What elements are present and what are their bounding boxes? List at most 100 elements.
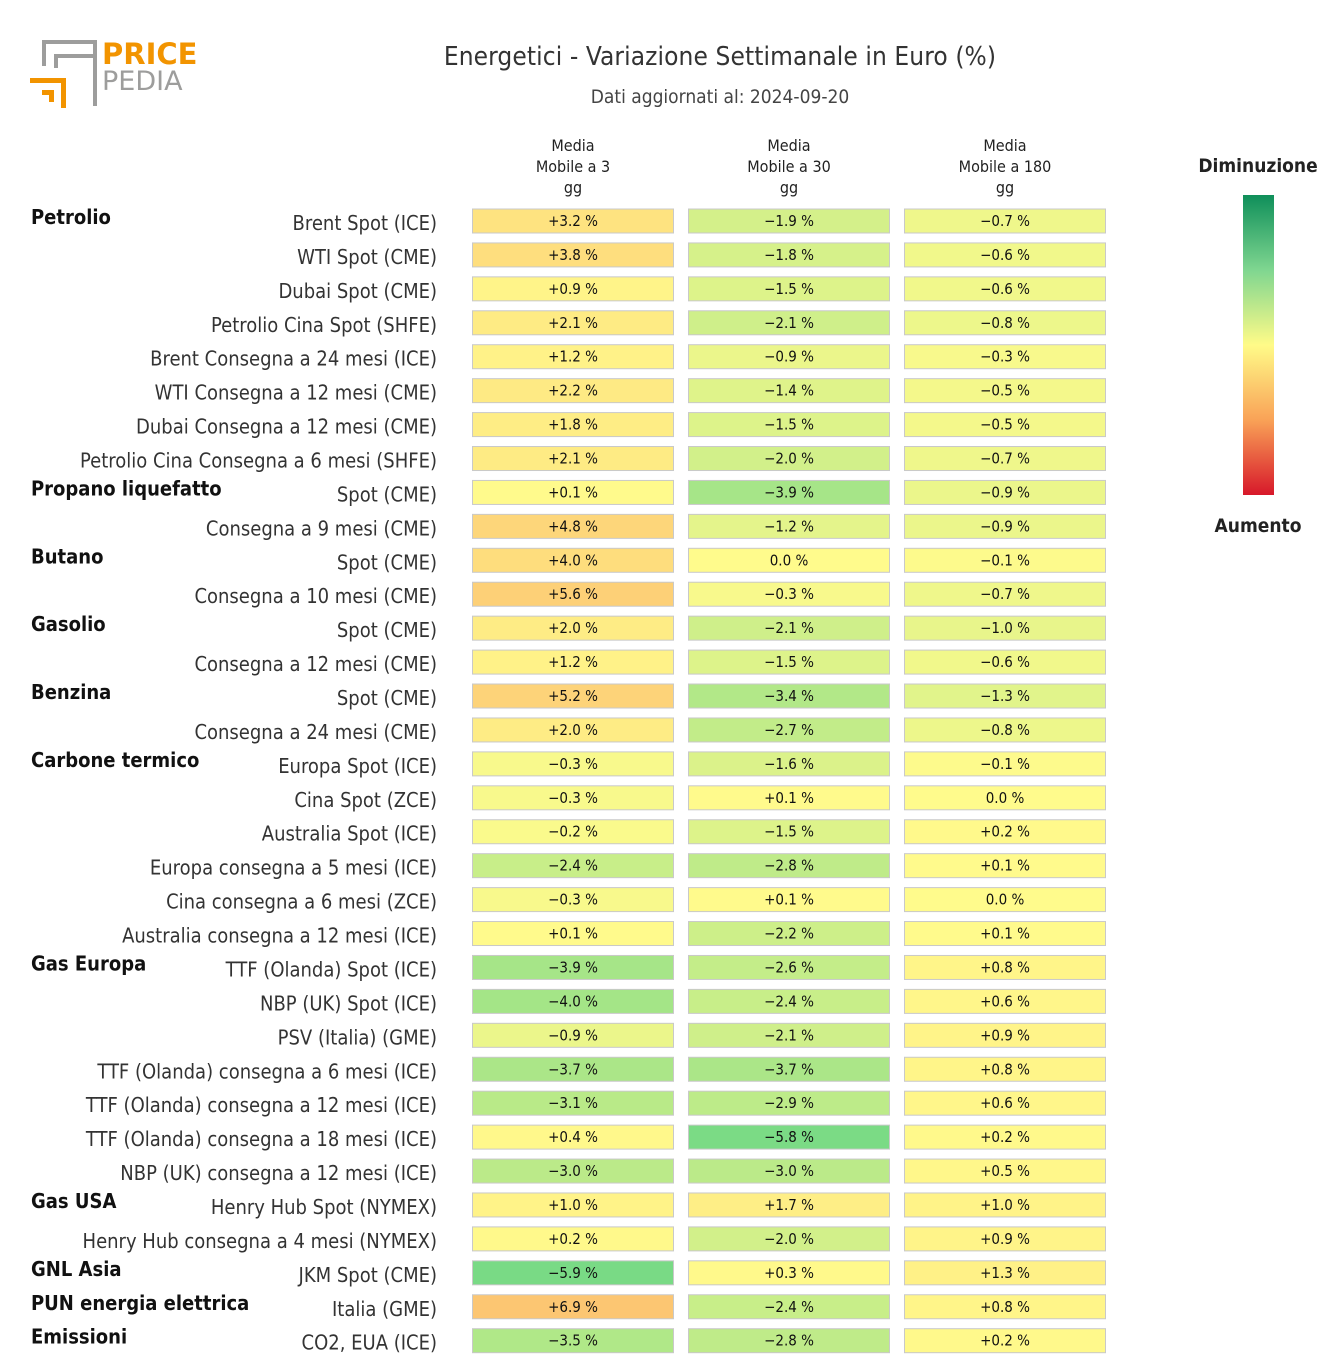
row-label: Australia Spot (ICE) xyxy=(262,822,437,846)
cell-value: −2.4 % xyxy=(764,992,814,1010)
heat-cell xyxy=(904,547,1106,573)
cell-value: −1.3 % xyxy=(980,687,1030,705)
heat-cell xyxy=(688,1022,890,1048)
column-header-3-line-1: Media xyxy=(983,136,1026,155)
heat-cell xyxy=(904,615,1106,641)
cell-value: +0.9 % xyxy=(980,1230,1030,1248)
heat-cell xyxy=(904,683,1106,709)
heat-cell xyxy=(904,1328,1106,1354)
heat-cell xyxy=(904,479,1106,505)
column-headers: Media Mobile a 3 gg Media Mobile a 30 gg Media… xyxy=(536,136,1052,197)
cell-value: +2.1 % xyxy=(548,314,598,332)
heat-cell xyxy=(904,954,1106,980)
cell-value: −0.9 % xyxy=(548,1026,598,1044)
row-label: Dubai Spot (CME) xyxy=(278,279,437,303)
heat-cell xyxy=(688,853,890,879)
heat-cell xyxy=(904,276,1106,302)
cell-value: −3.9 % xyxy=(548,958,598,976)
chart-subtitle: Dati aggiornati al: 2024-09-20 xyxy=(590,86,850,108)
heat-cell xyxy=(688,1124,890,1150)
heat-cell xyxy=(472,1260,674,1286)
cell-value: −0.9 % xyxy=(980,483,1030,501)
heat-cell xyxy=(472,988,674,1014)
heat-cell xyxy=(472,1090,674,1116)
row-label: Brent Spot (ICE) xyxy=(293,211,437,235)
cell-value: +1.7 % xyxy=(764,1196,814,1214)
cell-value: −0.3 % xyxy=(548,789,598,807)
logo-text-price: PRICE xyxy=(102,37,197,71)
column-header-2-line-1: Media xyxy=(767,136,810,155)
heat-cell xyxy=(904,887,1106,913)
heat-cell xyxy=(904,1022,1106,1048)
category-label: Petrolio xyxy=(31,205,111,229)
row-label: Europa Spot (ICE) xyxy=(278,754,437,778)
cell-value: +0.6 % xyxy=(980,992,1030,1010)
heat-cell xyxy=(904,1192,1106,1218)
cell-value: −2.4 % xyxy=(548,857,598,875)
row-label: Spot (CME) xyxy=(337,686,437,710)
heat-cell xyxy=(472,1294,674,1320)
cell-value: +0.8 % xyxy=(980,1060,1030,1078)
cell-value: −0.7 % xyxy=(980,585,1030,603)
heat-cell xyxy=(688,1294,890,1320)
row-label: Henry Hub consegna a 4 mesi (NYMEX) xyxy=(83,1229,437,1253)
heat-cell xyxy=(688,615,890,641)
cell-value: −0.5 % xyxy=(980,382,1030,400)
row-label: PSV (Italia) (GME) xyxy=(278,1025,437,1049)
row-label: Spot (CME) xyxy=(337,618,437,642)
cell-value: −0.7 % xyxy=(980,450,1030,468)
heat-cell xyxy=(904,1056,1106,1082)
row-label: Consegna a 9 mesi (CME) xyxy=(206,516,437,540)
category-label: Benzina xyxy=(31,680,111,704)
cell-value: −1.2 % xyxy=(764,517,814,535)
heat-cell xyxy=(472,649,674,675)
color-legend: Diminuzione Aumento xyxy=(1198,155,1317,537)
heat-cell xyxy=(472,581,674,607)
cell-value: +2.2 % xyxy=(548,382,598,400)
category-label: Carbone termico xyxy=(31,748,199,772)
category-label: Propano liquefatto xyxy=(31,476,222,500)
heat-cell xyxy=(688,1328,890,1354)
column-header-1-line-1: Media xyxy=(551,136,594,155)
row-label: Petrolio Cina Spot (SHFE) xyxy=(211,313,437,337)
heat-cell xyxy=(688,1090,890,1116)
heat-cell xyxy=(904,717,1106,743)
cell-value: −0.5 % xyxy=(980,416,1030,434)
cell-value: +0.9 % xyxy=(980,1026,1030,1044)
cell-value: +1.0 % xyxy=(548,1196,598,1214)
logo-text-pedia: PEDIA xyxy=(102,66,183,97)
heat-cell xyxy=(472,717,674,743)
cell-value: +0.1 % xyxy=(980,925,1030,943)
cell-value: −1.5 % xyxy=(764,416,814,434)
heat-cell xyxy=(904,751,1106,777)
cell-value: −2.7 % xyxy=(764,721,814,739)
row-label: Cina Spot (ZCE) xyxy=(294,788,437,812)
category-label: PUN energia elettrica xyxy=(31,1291,249,1315)
cell-value: 0.0 % xyxy=(986,891,1025,909)
cell-value: −2.2 % xyxy=(764,925,814,943)
heat-cell xyxy=(904,649,1106,675)
column-header-1-line-3: gg xyxy=(564,178,582,197)
heat-cell xyxy=(688,954,890,980)
cell-value: −1.4 % xyxy=(764,382,814,400)
row-label: Henry Hub Spot (NYMEX) xyxy=(211,1195,437,1219)
heat-cell xyxy=(472,276,674,302)
cell-value: +0.4 % xyxy=(548,1128,598,1146)
legend-bottom-label: Aumento xyxy=(1215,515,1302,537)
heat-cell xyxy=(688,1260,890,1286)
cell-value: +3.8 % xyxy=(548,246,598,264)
cell-value: −1.5 % xyxy=(764,280,814,298)
cell-value: −3.7 % xyxy=(764,1060,814,1078)
heat-cell xyxy=(472,1022,674,1048)
cell-value: −3.0 % xyxy=(548,1162,598,1180)
heat-cell xyxy=(472,954,674,980)
cell-value: +0.1 % xyxy=(980,857,1030,875)
cell-value: −2.0 % xyxy=(764,450,814,468)
cell-value: −3.1 % xyxy=(548,1094,598,1112)
heat-cell xyxy=(472,412,674,438)
heat-cell xyxy=(688,717,890,743)
cell-value: −0.6 % xyxy=(980,280,1030,298)
cell-value: +0.2 % xyxy=(980,823,1030,841)
cell-value: −0.3 % xyxy=(548,755,598,773)
heat-cell xyxy=(904,242,1106,268)
